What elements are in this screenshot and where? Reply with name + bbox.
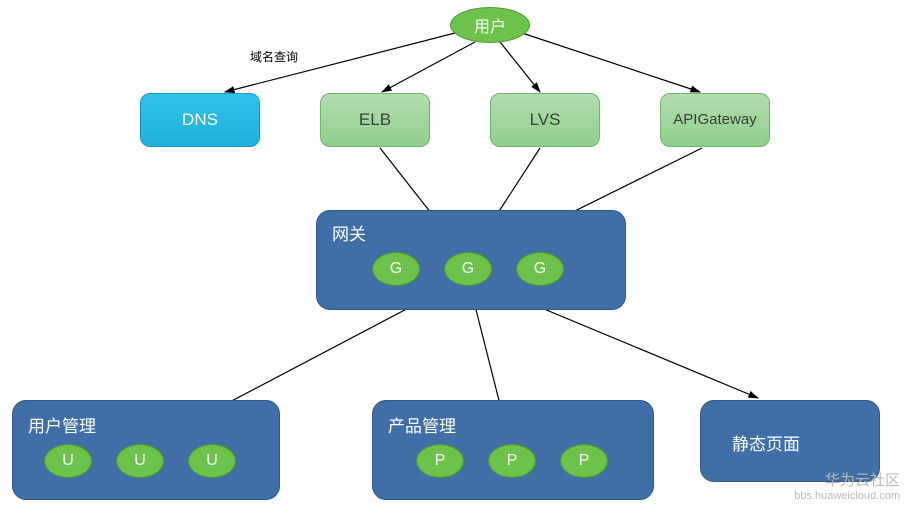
node-lvs: LVS: [490, 93, 600, 147]
cluster-user-management-title: 用户管理: [28, 412, 96, 437]
cluster-gateway-title: 网关: [332, 220, 366, 245]
node-gateway-g2: G: [444, 252, 492, 286]
node-elb: ELB: [320, 93, 430, 147]
node-user-u3: U: [188, 444, 236, 478]
watermark: 华为云社区 bbs.huaweicloud.com: [794, 472, 900, 503]
edge-label-domain-query: 域名查询: [250, 48, 298, 65]
watermark-line2: bbs.huaweicloud.com: [794, 490, 900, 503]
node-product-p2: P: [488, 444, 536, 478]
node-user: 用户: [450, 7, 530, 43]
cluster-product-management-title: 产品管理: [388, 412, 456, 437]
node-api-gateway: APIGateway: [660, 93, 770, 147]
watermark-line1: 华为云社区: [794, 472, 900, 490]
node-user-u1: U: [44, 444, 92, 478]
cluster-static-page-title: 静态页面: [732, 430, 800, 455]
node-gateway-g3: G: [516, 252, 564, 286]
node-user-u2: U: [116, 444, 164, 478]
node-product-p3: P: [560, 444, 608, 478]
node-dns: DNS: [140, 93, 260, 147]
node-gateway-g1: G: [372, 252, 420, 286]
node-product-p1: P: [416, 444, 464, 478]
